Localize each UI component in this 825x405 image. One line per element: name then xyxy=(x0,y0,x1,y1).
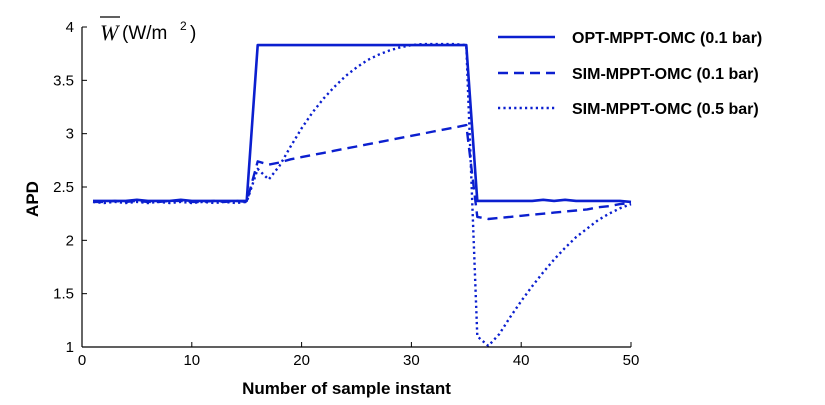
legend-label-2: SIM-MPPT-OMC (0.1 bar) xyxy=(572,66,759,83)
ticks: 0 10 20 30 40 50 1 1.5 2 2.5 3 3.5 4 xyxy=(53,19,639,369)
y-tick-label: 3.5 xyxy=(53,72,74,89)
x-tick-label: 20 xyxy=(293,352,310,369)
y-tick-label: 2.5 xyxy=(53,179,74,196)
unit-variable: W xyxy=(100,20,120,45)
axes xyxy=(81,27,631,348)
y-tick-label: 1.5 xyxy=(53,286,74,303)
unit-suffix: ) xyxy=(190,23,196,44)
unit-annotation: W (W/m 2 ) xyxy=(100,16,196,45)
x-tick-label: 10 xyxy=(183,352,200,369)
unit-prefix: (W/m xyxy=(122,23,167,44)
legend-label-1: OPT-MPPT-OMC (0.1 bar) xyxy=(572,30,762,47)
y-axis-label: APD xyxy=(23,181,42,217)
x-tick-label: 30 xyxy=(403,352,420,369)
y-tick-label: 2 xyxy=(66,232,74,249)
x-axis-label: Number of sample instant xyxy=(242,379,451,398)
series-line-1 xyxy=(93,43,632,204)
series-line-3 xyxy=(92,42,632,348)
x-tick-label: 0 xyxy=(78,352,86,369)
x-tick-label: 50 xyxy=(623,352,640,369)
y-tick-label: 4 xyxy=(66,19,74,36)
x-tick-label: 40 xyxy=(513,352,530,369)
y-tick-label: 1 xyxy=(66,339,74,356)
y-tick-label: 3 xyxy=(66,126,74,143)
legend: OPT-MPPT-OMC (0.1 bar) SIM-MPPT-OMC (0.1 … xyxy=(498,30,762,118)
series-line-2 xyxy=(93,123,632,221)
plot-lines xyxy=(92,42,632,348)
unit-power: 2 xyxy=(180,19,187,33)
legend-label-3: SIM-MPPT-OMC (0.5 bar) xyxy=(572,101,759,118)
